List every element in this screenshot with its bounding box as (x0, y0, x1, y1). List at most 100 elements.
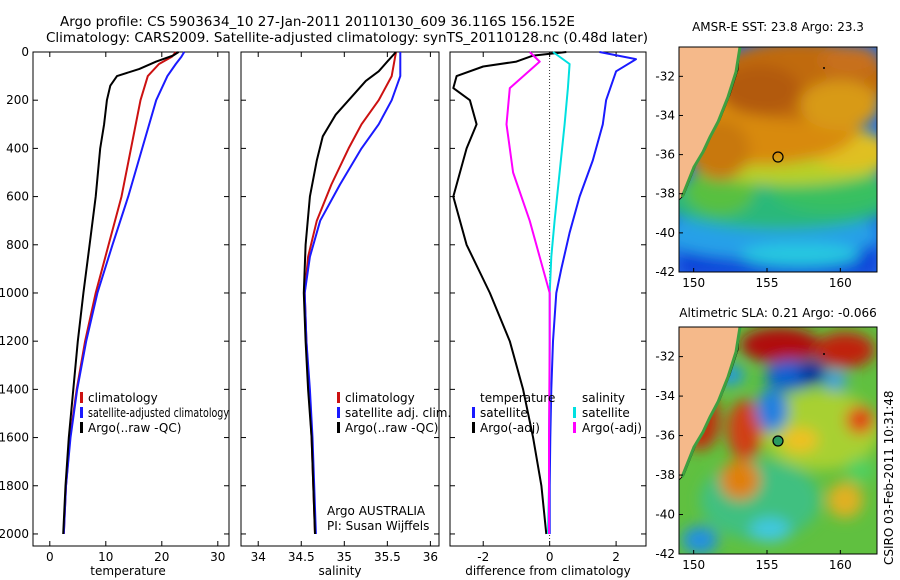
difference-xlabel: difference from climatology (465, 564, 631, 578)
y-tick-label: 1200 (0, 334, 29, 348)
legend-swatch-climatology (337, 392, 340, 403)
legend-swatch-satellite (80, 407, 83, 418)
legend-salinity-header: salinity (582, 391, 625, 405)
sst-map-axes: 150 155 160 -32 -34 -36 -38 -40 -42 (655, 69, 851, 290)
series-line-argo-raw-qc (62, 51, 180, 535)
y-tick-label: 1000 (0, 286, 29, 300)
legend-label-sal-satellite: satellite (582, 406, 630, 420)
salinity-lines (302, 51, 402, 535)
sst-map-field (679, 47, 877, 272)
y-tick-label: 800 (6, 238, 29, 252)
difference-legend: temperature satellite Argo(-adj) salinit… (472, 391, 642, 435)
map-y-tick-label: -38 (655, 187, 675, 201)
legend-swatch-sal-argo (573, 422, 576, 433)
map-y-tick-label: -32 (655, 69, 675, 83)
legend-label-satellite: satellite adj. clim. (345, 406, 451, 420)
series-line-temperature-satellite (548, 51, 637, 534)
sst-map-title: AMSR-E SST: 23.8 Argo: 23.3 (692, 20, 864, 34)
map-y-tick-label: -40 (655, 508, 675, 522)
x-tick-label: 0 (46, 550, 54, 564)
legend-swatch-sal-satellite (573, 407, 576, 418)
map-y-tick-label: -34 (655, 108, 675, 122)
x-tick-label: 20 (154, 550, 169, 564)
legend-label-satellite: satellite-adjusted climatology (88, 406, 229, 420)
sst-map-panel: AMSR-E SST: 23.8 Argo: 23.3 (655, 20, 878, 290)
salinity-legend: climatology satellite adj. clim. Argo(..… (337, 391, 451, 435)
map-y-tick-label: -38 (655, 468, 675, 482)
map-y-tick-label: -42 (655, 265, 675, 279)
legend-label-climatology: climatology (88, 391, 158, 405)
legend-swatch-satellite (337, 407, 340, 418)
y-tick-label: 200 (6, 93, 29, 107)
legend-label-sal-argo: Argo(-adj) (582, 421, 642, 435)
temperature-lines (62, 51, 186, 535)
y-tick-label: 2000 (0, 527, 29, 541)
map-x-tick-label: 155 (756, 558, 779, 572)
credit-line1: Argo AUSTRALIA (327, 504, 426, 518)
x-tick-label: 0 (546, 550, 554, 564)
x-tick-label: 30 (210, 550, 225, 564)
x-tick-label: 34.5 (288, 550, 315, 564)
x-tick-label: -2 (477, 550, 489, 564)
legend-swatch-temp-argo (472, 422, 475, 433)
sla-map-field (679, 327, 877, 554)
map-y-tick-label: -34 (655, 389, 675, 403)
map-y-tick-label: -32 (655, 350, 675, 364)
map-x-tick-label: 160 (829, 276, 852, 290)
legend-swatch-climatology (80, 392, 83, 403)
legend-label-climatology: climatology (345, 391, 415, 405)
salinity-panel: 34 34.5 35 35.5 36 salinity climatology sate… (240, 51, 451, 578)
y-tick-label: 0 (21, 45, 29, 59)
series-line-satellite-adj-clim (303, 52, 402, 535)
sst-float-marker (772, 151, 784, 163)
salinity-xlabel: salinity (318, 564, 361, 578)
figure-title-line2: Climatology: CARS2009. Satellite-adjuste… (46, 30, 648, 46)
y-tick-label: 400 (6, 141, 29, 155)
legend-swatch-argo (337, 422, 340, 433)
x-tick-label: 10 (98, 550, 113, 564)
map-x-tick-label: 150 (682, 558, 705, 572)
x-tick-label: 35 (337, 550, 352, 564)
map-y-tick-label: -42 (655, 547, 675, 561)
map-x-tick-label: 160 (829, 558, 852, 572)
series-line-argo-raw-qc (302, 51, 397, 535)
sla-map-panel: Altimetric SLA: 0.21 Argo: -0.066 (655, 306, 878, 572)
series-line-temperature-argo-adj (452, 51, 567, 535)
x-tick-label: 34 (251, 550, 266, 564)
temperature-axes: 0 10 20 30 0 200 400 600 800 1000 1200 1400 1600 1800… (0, 45, 229, 564)
legend-swatch-argo (80, 422, 83, 433)
legend-label-temp-argo: Argo(-adj) (480, 421, 540, 435)
y-tick-label: 1600 (0, 431, 29, 445)
map-x-tick-label: 150 (682, 276, 705, 290)
x-tick-label: 2 (612, 550, 620, 564)
sla-float-marker (772, 435, 784, 447)
map-y-tick-label: -36 (655, 429, 675, 443)
legend-temperature-header: temperature (480, 391, 555, 405)
temperature-panel: 0 10 20 30 0 200 400 600 800 1000 1200 1400 1600 1800… (0, 45, 230, 578)
y-tick-label: 1800 (0, 479, 29, 493)
temperature-legend: climatology satellite-adjusted climatolo… (80, 391, 229, 435)
map-y-tick-label: -36 (655, 148, 675, 162)
map-x-tick-label: 155 (756, 276, 779, 290)
temperature-plot-frame (32, 51, 230, 547)
map-y-tick-label: -40 (655, 226, 675, 240)
salinity-plot-frame (240, 51, 440, 547)
temperature-xlabel: temperature (90, 564, 165, 578)
y-tick-label: 1400 (0, 382, 29, 396)
difference-panel: -2 0 2 difference from climatology tempera… (449, 51, 647, 578)
legend-swatch-temp-satellite (472, 407, 475, 418)
legend-label-temp-satellite: satellite (480, 406, 528, 420)
legend-label-argo: Argo(..raw -QC) (345, 421, 438, 435)
series-line-salinity-argo-adj (505, 51, 551, 534)
sla-map-axes: 150 155 160 -32 -34 -36 -38 -40 -42 (655, 350, 851, 572)
difference-lines (452, 51, 637, 535)
footer-timestamp: CSIRO 03-Feb-2011 10:31:48 (882, 390, 896, 565)
difference-axes: -2 0 2 (450, 51, 646, 564)
legend-label-argo: Argo(..raw -QC) (88, 421, 181, 435)
figure-title-line1: Argo profile: CS 5903634_10 27-Jan-2011 … (60, 14, 575, 30)
credit-line2: PI: Susan Wijffels (327, 519, 429, 533)
y-tick-label: 600 (6, 190, 29, 204)
sla-map-frame (678, 326, 878, 555)
series-line-satellite-adjusted-climatology (62, 51, 186, 535)
